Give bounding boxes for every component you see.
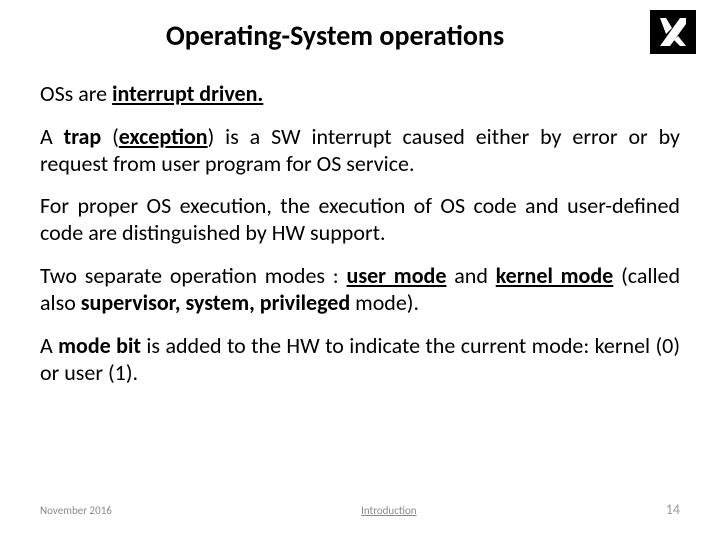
- text-run: and: [446, 262, 495, 289]
- slide-body: OSs are interrupt driven. A trap (except…: [40, 81, 680, 386]
- paragraph-5: A mode bit is added to the HW to indicat…: [40, 333, 680, 387]
- slide-title: Operating-System operations: [40, 18, 680, 53]
- text-run: user mode: [347, 262, 447, 289]
- text-run: (: [101, 123, 119, 150]
- paragraph-4: Two separate operation modes : user mode…: [40, 263, 680, 317]
- paragraph-2: A trap (exception) is a SW interrupt cau…: [40, 124, 680, 178]
- paragraph-1: OSs are interrupt driven.: [40, 81, 680, 108]
- text-run: kernel mode: [496, 262, 614, 289]
- text-run: mode bit: [58, 332, 141, 359]
- text-run: mode).: [350, 289, 419, 316]
- text-run: A: [40, 123, 64, 150]
- text-run: Two separate operation modes :: [40, 262, 347, 289]
- text-run: trap: [64, 123, 102, 150]
- footer-date: November 2016: [40, 504, 112, 517]
- text-run: For proper OS execution, the execution o…: [40, 192, 680, 246]
- institution-logo: [650, 10, 696, 54]
- technion-logo-icon: [650, 10, 696, 54]
- footer-section: Introduction: [361, 504, 417, 517]
- slide: Operating-System operations OSs are inte…: [0, 0, 720, 540]
- text-run: interrupt driven.: [112, 80, 263, 107]
- paragraph-3: For proper OS execution, the execution o…: [40, 193, 680, 247]
- footer-page-number: 14: [666, 501, 680, 518]
- text-run: supervisor, system, privileged: [81, 289, 350, 316]
- text-run: OSs are: [40, 80, 112, 107]
- text-run: A: [40, 332, 58, 359]
- text-run: exception: [119, 123, 208, 150]
- slide-footer: November 2016 Introduction 14: [40, 501, 680, 518]
